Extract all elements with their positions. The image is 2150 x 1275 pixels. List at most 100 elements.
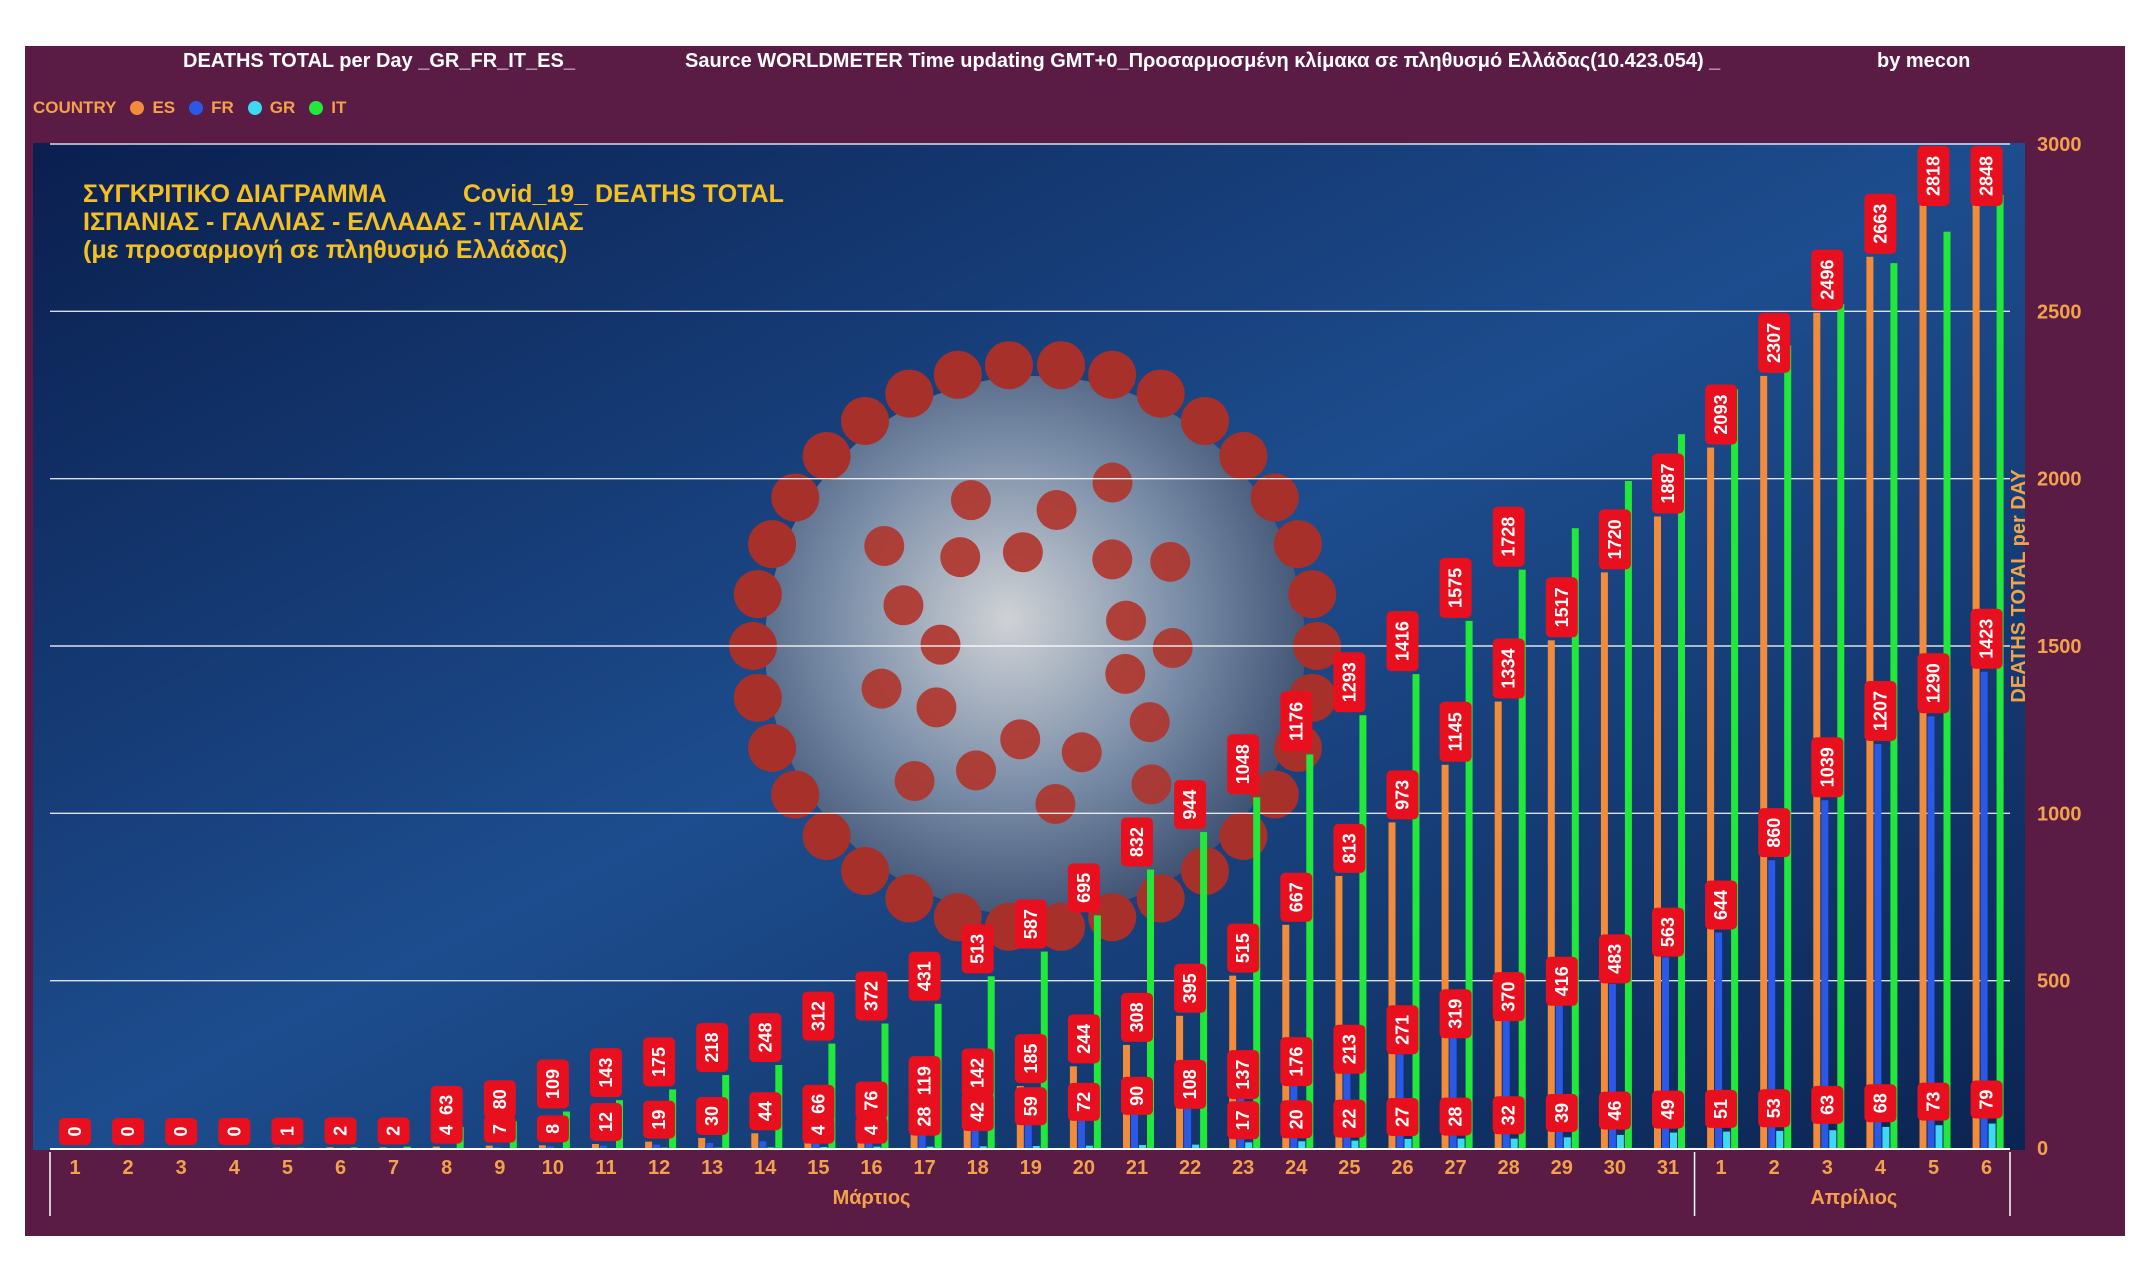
data-label: 2663 [1864, 193, 1897, 254]
x-tick-label: 16 [860, 1157, 882, 1179]
x-tick-label: 14 [754, 1157, 777, 1179]
bar-es [1760, 375, 1768, 1148]
data-label: 72 [1067, 1082, 1100, 1121]
bar-it [1306, 754, 1314, 1148]
bar-es [1707, 447, 1715, 1148]
data-label: 813 [1333, 823, 1366, 873]
data-label: 0 [165, 1118, 198, 1145]
data-label: 143 [590, 1048, 622, 1098]
svg-text:72: 72 [1074, 1092, 1094, 1112]
bar-it [1731, 389, 1739, 1148]
svg-text:27: 27 [1393, 1107, 1413, 1127]
data-label: 832 [1121, 817, 1153, 867]
x-tick-label: 19 [1020, 1157, 1042, 1179]
data-label: 1575 [1439, 557, 1472, 618]
svg-text:143: 143 [596, 1058, 616, 1088]
data-label: 1039 [1811, 737, 1844, 798]
bar-gr [1723, 1131, 1731, 1148]
data-label: 17 [1227, 1101, 1260, 1140]
svg-text:73: 73 [1924, 1092, 1944, 1112]
svg-text:7: 7 [490, 1124, 510, 1134]
svg-text:0: 0 [65, 1126, 85, 1136]
data-label: 1728 [1492, 506, 1525, 567]
data-label: 66 [802, 1084, 835, 1123]
data-label: 28 [1439, 1097, 1472, 1136]
svg-text:175: 175 [649, 1047, 669, 1077]
svg-text:1048: 1048 [1233, 744, 1253, 784]
svg-text:90: 90 [1127, 1086, 1147, 1106]
x-tick-label: 5 [1928, 1157, 1939, 1179]
data-label: 176 [1280, 1037, 1313, 1087]
data-label: 271 [1386, 1005, 1419, 1055]
data-label: 1048 [1227, 734, 1260, 795]
svg-text:49: 49 [1658, 1100, 1678, 1120]
data-label: 137 [1227, 1050, 1260, 1100]
data-label: 63 [1811, 1085, 1844, 1124]
svg-text:1720: 1720 [1605, 519, 1625, 559]
svg-text:813: 813 [1339, 833, 1359, 863]
bar-fr [918, 1132, 926, 1148]
bar-gr [1298, 1141, 1306, 1148]
data-label: 2 [324, 1117, 357, 1145]
data-label: 28 [908, 1097, 941, 1136]
data-label: 1423 [1970, 608, 2003, 669]
bar-gr [1776, 1130, 1784, 1148]
data-label: 1207 [1864, 681, 1897, 742]
data-label: 185 [1014, 1034, 1047, 1084]
bar-gr [1935, 1125, 1943, 1148]
bar-fr [546, 1146, 554, 1148]
bar-it [1837, 303, 1845, 1148]
legend-it-dot-icon [309, 101, 324, 115]
bar-gr [1988, 1123, 1996, 1148]
data-label: 63 [430, 1085, 463, 1124]
data-label: 32 [1492, 1096, 1525, 1135]
x-tick-label: 24 [1285, 1157, 1308, 1179]
data-label: 39 [1545, 1093, 1578, 1132]
data-label: 46 [1598, 1091, 1631, 1130]
svg-text:312: 312 [808, 1001, 828, 1031]
legend-label: COUNTRY [33, 98, 117, 117]
bar-es [751, 1133, 759, 1148]
bar-fr [1927, 716, 1935, 1148]
x-tick-label: 3 [176, 1157, 187, 1179]
annotation-line-2: ΙΣΠΑΝΙΑΣ - ΓΑΛΛΙΑΣ - ΕΛΛΑΔΑΣ - ΙΤΑΛΙΑΣ [83, 208, 584, 236]
svg-text:2496: 2496 [1817, 260, 1837, 300]
data-label: 515 [1227, 923, 1260, 973]
bar-gr [1670, 1132, 1677, 1148]
bar-it [403, 1146, 411, 1148]
y-axis-title: DEATHS TOTAL per DAY [2008, 469, 2030, 703]
bar-es [1494, 701, 1502, 1148]
x-tick-label: 31 [1657, 1157, 1679, 1179]
x-tick-label: 6 [335, 1157, 346, 1179]
svg-text:563: 563 [1658, 917, 1678, 947]
bar-it [1571, 528, 1579, 1148]
bar-es [1335, 875, 1343, 1148]
x-tick-label: 10 [542, 1157, 564, 1179]
x-tick-label: 17 [913, 1157, 935, 1179]
data-label: 142 [961, 1048, 994, 1098]
data-label: 20 [1280, 1100, 1313, 1139]
svg-text:973: 973 [1393, 780, 1413, 810]
data-label: 667 [1280, 872, 1313, 922]
bar-es [379, 1147, 387, 1148]
svg-text:2: 2 [331, 1126, 351, 1136]
legend: COUNTRY ES FR GR IT [33, 98, 346, 118]
svg-text:1176: 1176 [1286, 702, 1306, 741]
data-label: 973 [1386, 770, 1419, 820]
x-tick-label: 20 [1073, 1157, 1095, 1179]
bar-fr [653, 1144, 661, 1148]
svg-text:1145: 1145 [1446, 712, 1466, 751]
bar-gr [979, 1146, 987, 1148]
y-tick-label: 1500 [2037, 636, 2082, 658]
data-label: 2307 [1758, 312, 1791, 373]
y-tick-label: 2000 [2037, 469, 2082, 491]
data-label: 0 [218, 1118, 251, 1145]
bar-it [1678, 434, 1685, 1148]
bar-gr [1829, 1130, 1837, 1148]
legend-it: IT [331, 98, 347, 117]
source-note: Saurce WORLDMETER Time updating GMT+0_Πρ… [685, 50, 1721, 72]
data-label: 248 [749, 1013, 782, 1063]
svg-text:483: 483 [1605, 944, 1625, 974]
svg-text:46: 46 [1605, 1101, 1625, 1121]
bar-fr [1184, 1102, 1192, 1148]
